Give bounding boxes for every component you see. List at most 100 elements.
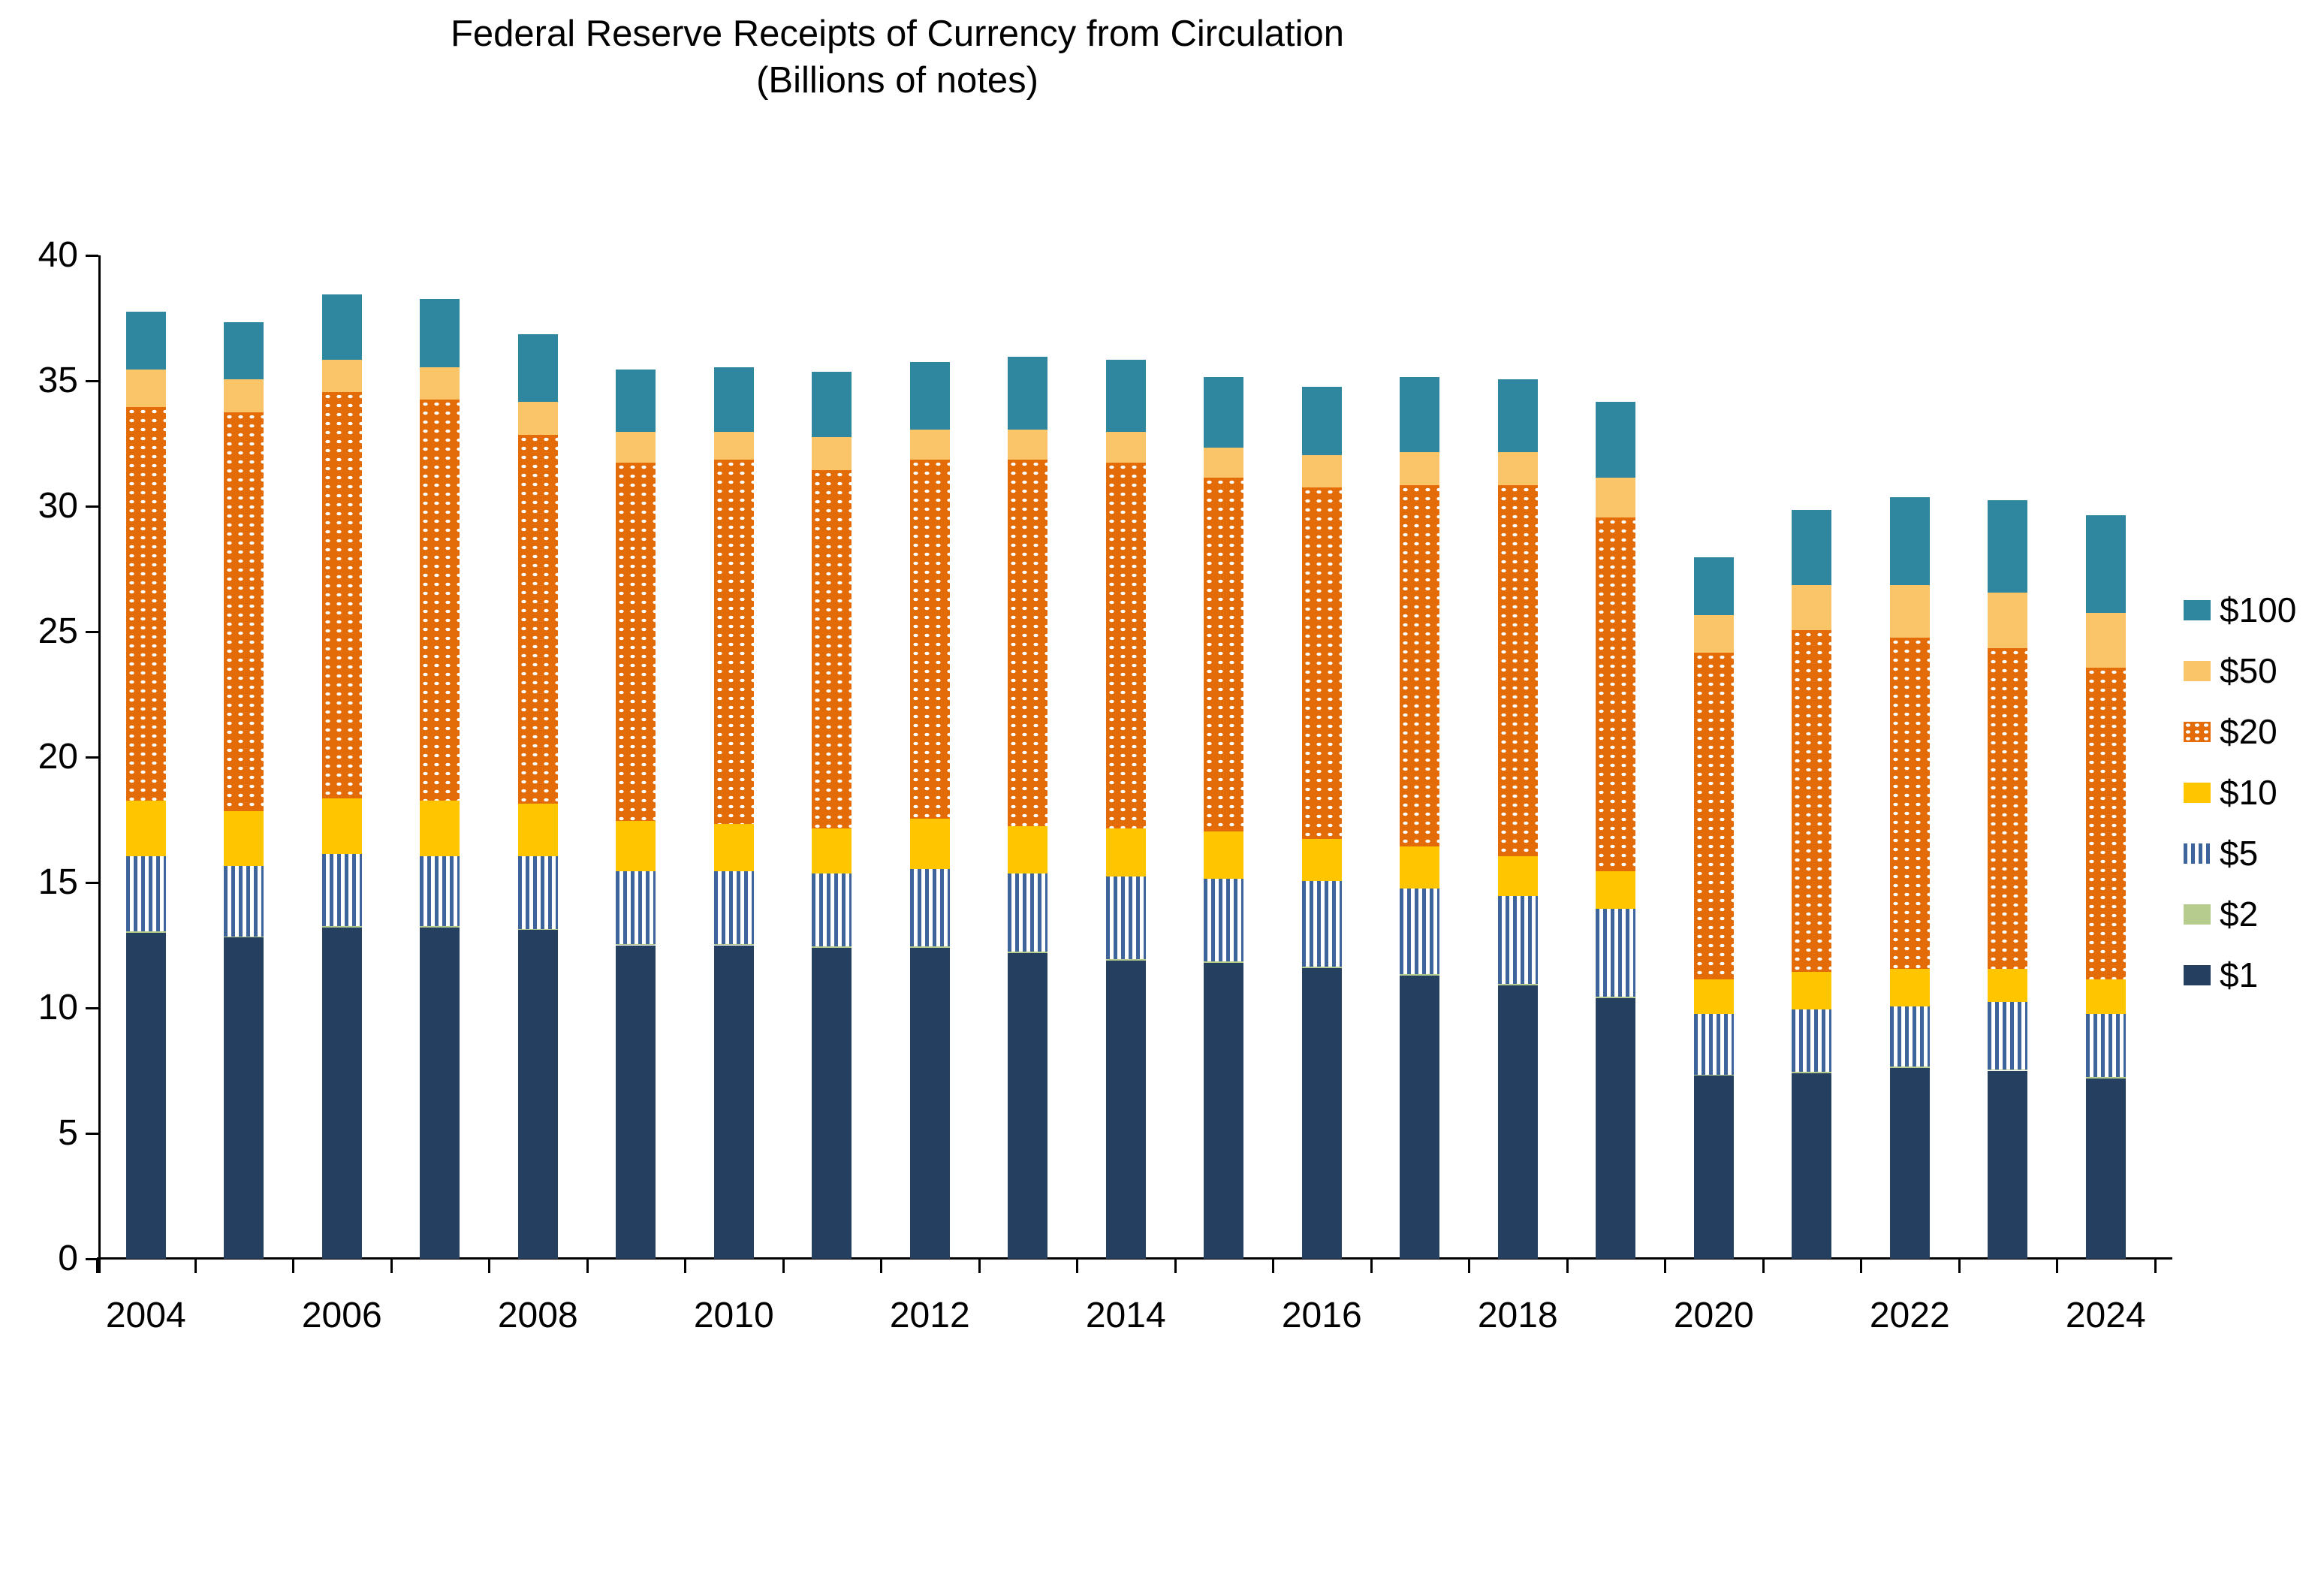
bar-segment-2019-usd50 [1596,477,1636,518]
bar-segment-2004-usd10 [125,801,166,856]
legend-label-usd5: $5 [2220,834,2259,873]
bar-segment-2012-usd10 [909,818,950,869]
bar-segment-2020-usd1 [1693,1076,1734,1259]
bar-segment-2014-usd100 [1105,359,1146,433]
bar-segment-2006-usd10 [321,798,362,854]
x-tick-label: 2010 [693,1296,774,1335]
x-tick [1370,1259,1373,1273]
bar-segment-2016-usd20 [1301,487,1342,839]
bar-segment-2013-usd20 [1008,460,1048,826]
bar-segment-2014-usd20 [1105,462,1146,829]
x-tick [488,1259,490,1273]
bar-segment-2017-usd2 [1400,973,1440,976]
y-tick [86,882,98,884]
legend-item-usd1: $1 [2184,957,2258,993]
bar-segment-2022-usd10 [1889,969,1930,1007]
bar-segment-2023-usd50 [1988,593,2028,648]
x-tick-label: 2006 [301,1296,382,1335]
bar-segment-2012-usd5 [909,868,950,947]
y-tick-label: 40 [38,235,78,275]
bar-segment-2024-usd50 [2085,612,2126,668]
x-tick [96,1259,98,1273]
y-tick-label: 30 [38,486,78,526]
bar-segment-2012-usd20 [909,460,950,819]
legend-label-usd100: $100 [2220,590,2297,629]
bar-segment-2011-usd50 [812,437,852,470]
bar-segment-2009-usd5 [616,870,656,944]
bar-segment-2017-usd100 [1400,376,1440,453]
y-tick-label: 10 [38,988,78,1027]
x-tick [292,1259,294,1273]
legend-item-usd5: $5 [2184,835,2258,871]
bar-segment-2016-usd50 [1301,454,1342,487]
bar-segment-2023-usd100 [1988,499,2028,593]
bar-segment-2013-usd10 [1008,825,1048,874]
bar-segment-2020-usd50 [1693,615,1734,653]
bar-segment-2014-usd2 [1105,958,1146,961]
x-tick [1958,1259,1961,1273]
bar-segment-2015-usd20 [1204,477,1244,831]
bar-segment-2022-usd2 [1889,1067,1930,1069]
x-tick [1468,1259,1470,1273]
bar-segment-2021-usd2 [1792,1072,1832,1073]
bar-segment-2006-usd2 [321,926,362,928]
legend-item-usd100: $100 [2184,592,2296,628]
bar-segment-2009-usd100 [616,369,656,433]
x-tick [2056,1259,2058,1273]
x-tick [1664,1259,1666,1273]
y-tick [86,756,98,759]
bar-segment-2007-usd100 [420,299,460,367]
bar-segment-2012-usd50 [909,430,950,460]
bar-segment-2021-usd100 [1792,510,1832,586]
bar-segment-2011-usd1 [812,947,852,1259]
bar-segment-2004-usd50 [125,369,166,408]
bar-segment-2019-usd5 [1596,909,1636,997]
bar-segment-2018-usd10 [1497,855,1538,897]
legend-label-usd20: $20 [2220,712,2277,751]
x-tick-label: 2020 [1673,1296,1754,1335]
y-tick [86,1133,98,1135]
bar-segment-2006-usd1 [321,928,362,1259]
bar-segment-2024-usd20 [2085,668,2126,979]
x-tick [194,1259,197,1273]
bar-segment-2024-usd2 [2085,1076,2126,1079]
x-tick [1076,1259,1078,1273]
bar-segment-2016-usd5 [1301,881,1342,967]
bar-segment-2022-usd50 [1889,585,1930,638]
bar-segment-2017-usd10 [1400,846,1440,889]
y-tick [86,380,98,382]
bar-segment-2010-usd2 [713,943,754,946]
y-tick [86,255,98,257]
y-tick-label: 35 [38,361,78,400]
bar-segment-2014-usd5 [1105,876,1146,959]
bar-segment-2008-usd20 [517,434,558,804]
bar-segment-2018-usd5 [1497,896,1538,985]
y-tick-label: 5 [58,1113,78,1153]
bar-segment-2013-usd50 [1008,430,1048,460]
bar-segment-2008-usd10 [517,803,558,856]
bar-segment-2006-usd20 [321,392,362,799]
bar-segment-2007-usd20 [420,400,460,801]
bar-segment-2005-usd5 [224,866,264,937]
bar-segment-2023-usd10 [1988,969,2028,1002]
bar-segment-2024-usd1 [2085,1078,2126,1259]
y-tick-label: 0 [58,1239,78,1278]
bar-segment-2022-usd1 [1889,1068,1930,1259]
bar-segment-2019-usd20 [1596,517,1636,871]
bar-segment-2019-usd10 [1596,870,1636,910]
chart-title-line2: (Billions of notes) [756,60,1038,101]
y-tick [86,1007,98,1009]
bar-segment-2014-usd1 [1105,960,1146,1259]
x-tick-label: 2022 [1869,1296,1950,1335]
bar-segment-2015-usd50 [1204,447,1244,478]
bar-segment-2017-usd20 [1400,484,1440,846]
bar-segment-2014-usd10 [1105,828,1146,876]
bar-segment-2020-usd20 [1693,653,1734,979]
chart-title: Federal Reserve Receipts of Currency fro… [0,11,1795,104]
bar-segment-2015-usd10 [1204,831,1244,879]
bar-segment-2005-usd2 [224,936,264,938]
bar-segment-2020-usd5 [1693,1014,1734,1075]
x-tick [2154,1259,2157,1273]
bar-segment-2011-usd5 [812,873,852,947]
